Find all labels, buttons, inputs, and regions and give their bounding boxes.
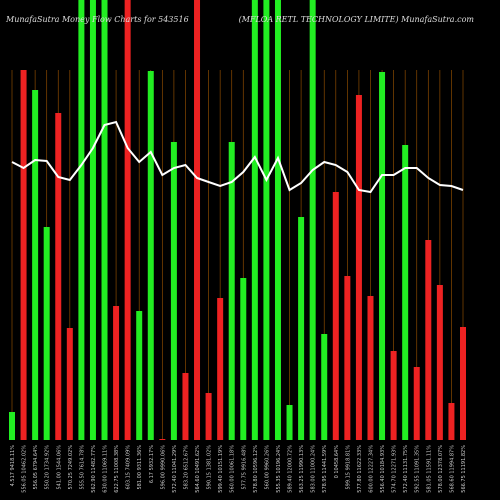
chart-subtitle: (MFLOA RETL TECHNOLOGY LIMITE) MunafaSut… [239, 15, 475, 24]
bar [136, 311, 143, 440]
x-tick-label: 599.15 9918.81% [345, 445, 351, 490]
bar [147, 71, 154, 440]
chart-title: MunafaSutra Money Flow Charts for 543516 [5, 15, 189, 24]
x-tick-label: 560.00 9960.26% [264, 445, 270, 490]
x-tick-label: 578.00 12378.07% [438, 445, 444, 493]
x-tick-label: 592.55 11091.35% [415, 445, 421, 493]
x-tick-label: 600.00 12227.34% [368, 445, 374, 493]
bar [55, 113, 62, 440]
x-tick-label: 578.95 11441.59% [322, 445, 328, 493]
x-tick-label: 581.00 9311.36% [137, 445, 143, 490]
x-tick-label: 577.80 11622.33% [357, 445, 363, 493]
bar [217, 298, 224, 440]
bar [390, 351, 397, 440]
x-tick-label: 581.05 11591.11% [426, 445, 432, 493]
bar [355, 95, 362, 440]
bars [9, 0, 466, 440]
bar [344, 276, 351, 440]
bar [101, 0, 108, 440]
x-tick-label: 622.75 11008.38% [114, 445, 120, 493]
bar [205, 393, 212, 440]
x-tick-label: 564.60 10491.62% [195, 445, 201, 493]
bar [159, 439, 166, 440]
line-layer [11, 120, 464, 194]
bar [263, 0, 270, 440]
bar [240, 278, 247, 440]
bar [78, 0, 85, 440]
bar [20, 70, 27, 440]
bar [367, 296, 374, 440]
bar [286, 405, 293, 440]
bar [182, 373, 189, 440]
x-tick-label: 596.00 9990.06% [160, 445, 166, 490]
x-tick-label: 570.25 7249.02% [68, 445, 74, 490]
bar [309, 0, 316, 440]
x-tick-label: 550.20 1734.92% [45, 445, 51, 490]
bar [170, 142, 177, 440]
bar [321, 334, 328, 440]
x-tick-label: 0 10458.64% [334, 445, 340, 479]
x-tick-label: 599.40 10151.19% [218, 445, 224, 493]
x-tick-label: 556.05 6794.64% [33, 445, 39, 490]
x-tick-label: 589.40 12000.72% [288, 445, 294, 493]
bar [9, 412, 15, 440]
bar [32, 90, 39, 440]
bar [66, 328, 73, 440]
x-tick-label: 563.25 11990.13% [299, 445, 305, 493]
x-tick-label: 630.00 11069.11% [103, 445, 109, 493]
x-tick-label: 572.40 11041.29% [172, 445, 178, 493]
x-tick-label: 568.60 11994.87% [449, 445, 455, 493]
x-tick-label: 566.75 11191.82% [461, 445, 467, 493]
bar [425, 240, 432, 440]
x-tick-label: 572.40 11131.75% [403, 445, 409, 493]
x-tick-label: 556.05 10462.02% [22, 445, 28, 493]
bar [413, 367, 420, 440]
x-tick-label: 590.15 1381.02% [207, 445, 213, 490]
bar [228, 142, 235, 440]
bar [43, 227, 50, 440]
bar [436, 285, 443, 440]
x-tick-label: 4.517 9418.11% [10, 445, 16, 487]
x-tick-label: 583.20 6512.67% [183, 445, 189, 490]
x-tick-label: 603.15 7409.09% [126, 445, 132, 490]
bar [274, 0, 281, 440]
x-tick-label: 555.50 7614.78% [79, 445, 85, 490]
x-tick-label: 560.00 10061.18% [230, 445, 236, 493]
labels: 4.517 9418.11% 556.05 10462.02% 556.05 679… [10, 445, 467, 493]
bar [448, 403, 455, 440]
bar [194, 0, 201, 440]
money-flow-line [11, 120, 464, 194]
x-tick-label: 574.70 12271.93% [392, 445, 398, 493]
bar [332, 192, 339, 440]
bar [251, 0, 258, 440]
bar [89, 0, 96, 440]
x-tick-label: 541.00 1544.06% [56, 445, 62, 490]
bar [113, 306, 120, 440]
x-tick-label: 578.80 10596.12% [253, 445, 259, 493]
bar [124, 0, 131, 440]
x-tick-label: 556.40 10184.93% [380, 445, 386, 493]
x-tick-label: 562.90 11482.77% [91, 445, 97, 493]
bar [460, 327, 466, 440]
bar [379, 72, 386, 440]
bar [298, 217, 305, 440]
x-tick-label: 6.17 5932.17% [149, 445, 155, 483]
bar [402, 145, 409, 440]
x-tick-label: 555.35 10196.24% [276, 445, 282, 493]
x-tick-label: 577.75 9916.48% [241, 445, 247, 490]
x-tick-label: 583.00 11000.24% [311, 445, 317, 493]
